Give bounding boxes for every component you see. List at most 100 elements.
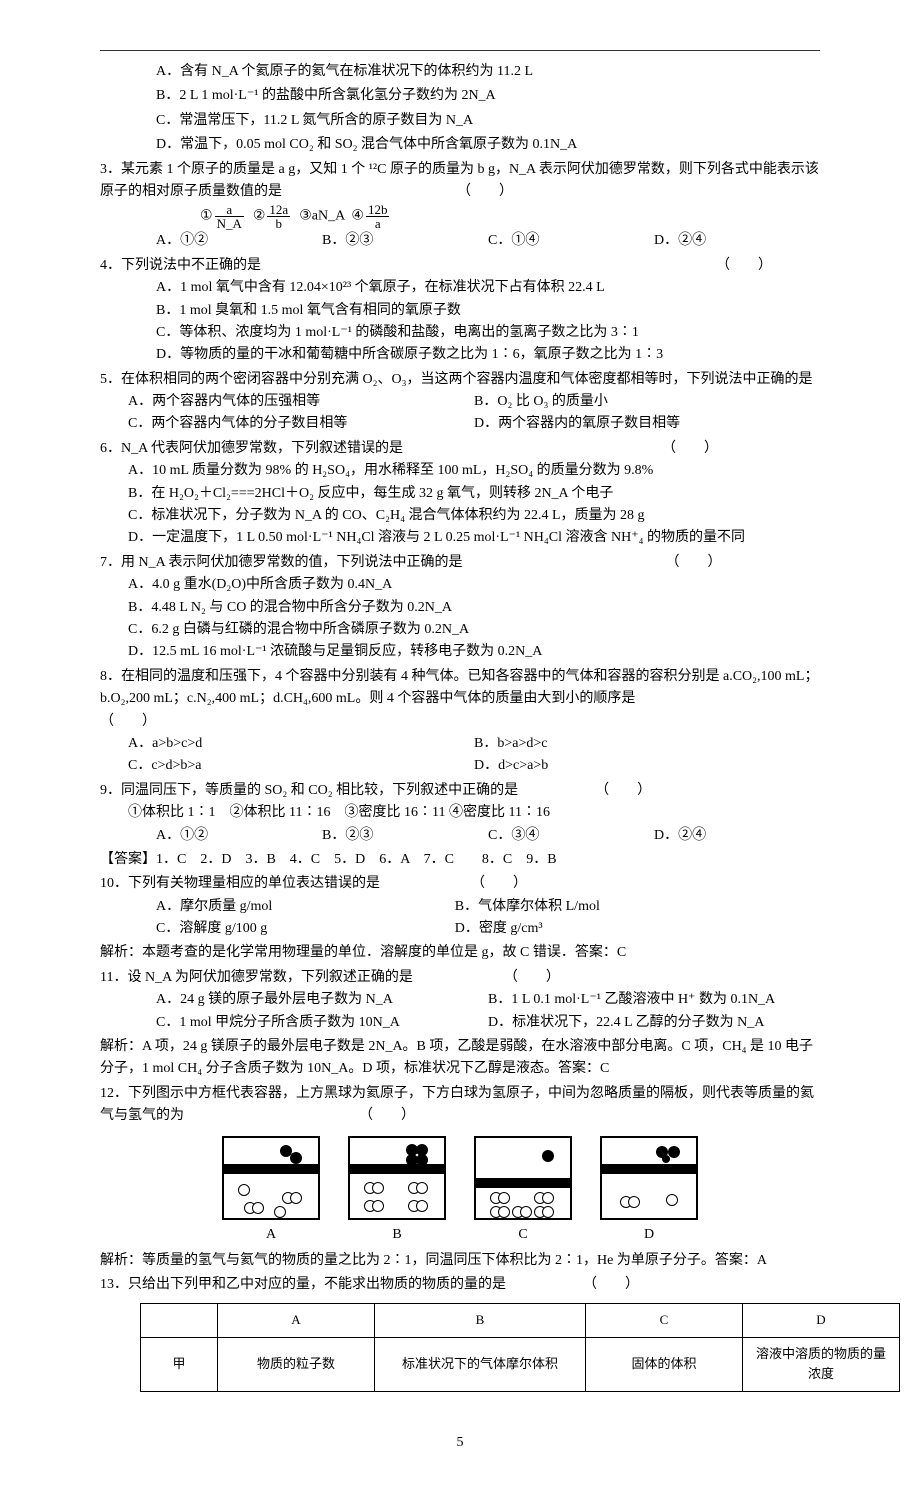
frac1: aN_A (215, 203, 244, 230)
text: A．4.0 g 重水(D₂O)中所含质子数为 0.4N_A (128, 577, 392, 592)
table-row: 甲 物质的粒子数 标准状况下的气体摩尔体积 固体的体积 溶液中溶质的物质的量浓度 (141, 1337, 900, 1392)
q4-c: C．等体积、浓度均为 1 mol·L⁻¹ 的磷酸和盐酸，电离出的氢离子数之比为 … (100, 322, 820, 344)
q2-option-b: B．2 L 1 mol·L⁻¹ 的盐酸中所含氯化氢分子数约为 2N_A (100, 85, 820, 107)
q10-c: C．溶解度 g/100 g (156, 918, 455, 940)
item3: ③aN_A (299, 209, 344, 224)
text: 10．下列有关物理量相应的单位表达错误的是 （ ） (100, 876, 527, 891)
text: C．标准状况下，分子数为 N_A 的 CO、C₂H₄ 混合气体体积约为 22.4… (128, 508, 645, 523)
q9-line2: ①体积比 1∶1 ②体积比 11∶16 ③密度比 16∶11 ④密度比 11∶1… (100, 802, 820, 824)
q9-stem: 9．同温同压下，等质量的 SO₂ 和 CO₂ 相比较，下列叙述中正确的是 （ ） (100, 780, 820, 802)
top-rule (100, 50, 820, 51)
q2-option-d: D．常温下，0.05 mol CO₂ 和 SO₂ 混合气体中所含氧原子数为 0.… (100, 134, 820, 156)
text: C．等体积、浓度均为 1 mol·L⁻¹ 的磷酸和盐酸，电离出的氢离子数之比为 … (156, 325, 639, 340)
den: b (267, 217, 290, 230)
diagram-a: A (222, 1136, 320, 1246)
text: B．4.48 L N₂ 与 CO 的混合物中所含分子数为 0.2N_A (128, 600, 452, 615)
opt-b: B．②③ (322, 825, 488, 847)
th-c: C (586, 1303, 743, 1337)
frac2: 12ab (267, 203, 290, 230)
q12-stem: 12．下列图示中方框代表容器，上方黑球为氦原子，下方白球为氢原子，中间为忽略质量… (100, 1083, 820, 1128)
q4-a: A．1 mol 氧气中含有 12.04×10²³ 个氧原子，在标准状况下占有体积… (100, 277, 820, 299)
text: 解析：A 项，24 g 镁原子的最外层电子数是 2N_A。B 项，乙酸是弱酸，在… (100, 1039, 813, 1076)
page-number: 5 (100, 1432, 820, 1454)
q8-row1: A．a>b>c>d B．b>a>d>c (100, 733, 820, 755)
q6-d: D．一定温度下，1 L 0.50 mol·L⁻¹ NH₄Cl 溶液与 2 L 0… (100, 527, 820, 549)
q5-d: D．两个容器内的氧原子数目相等 (474, 413, 820, 435)
opt-d: D．②④ (654, 825, 820, 847)
frac4: 12ba (366, 203, 390, 230)
text: 11．设 N_A 为阿伏加德罗常数，下列叙述正确的是 （ ） (100, 970, 560, 985)
text: B．2 L 1 mol·L⁻¹ 的盐酸中所含氯化氢分子数约为 2N_A (156, 88, 496, 103)
text: 4．下列说法中不正确的是 （ ） (100, 258, 772, 273)
q3-stem: 3．某元素 1 个原子的质量是 a g，又知 1 个 ¹²C 原子的质量为 b … (100, 159, 820, 204)
q11-explain: 解析：A 项，24 g 镁原子的最外层电子数是 2N_A。B 项，乙酸是弱酸，在… (100, 1036, 820, 1081)
text: 6．N_A 代表阿伏加德罗常数，下列叙述错误的是 （ ） (100, 441, 718, 456)
q11-d: D．标准状况下，22.4 L 乙醇的分子数为 N_A (488, 1012, 820, 1034)
text: B．1 mol 臭氧和 1.5 mol 氧气含有相同的氧原子数 (156, 303, 461, 318)
den: N_A (215, 217, 244, 230)
q12-diagrams: A B C D (100, 1136, 820, 1246)
q8-c: C．c>d>b>a (128, 755, 474, 777)
text: 12．下列图示中方框代表容器，上方黑球为氦原子，下方白球为氢原子，中间为忽略质量… (100, 1086, 814, 1123)
q10-b: B．气体摩尔体积 L/mol (455, 896, 820, 918)
label4: ④ (351, 209, 364, 224)
text: A．1 mol 氧气中含有 12.04×10²³ 个氧原子，在标准状况下占有体积… (156, 280, 605, 295)
num: a (215, 203, 244, 217)
text: 7．用 N_A 表示阿伏加德罗常数的值，下列说法中正确的是 （ ） (100, 555, 721, 570)
text: 13．只给出下列甲和乙中对应的量，不能求出物质的物质的量的是 （ ） (100, 1277, 639, 1292)
text: D．等物质的量的干冰和葡萄糖中所含碳原子数之比为 1∶6，氧原子数之比为 1∶3 (156, 347, 663, 362)
diagram-b: B (348, 1136, 446, 1246)
table-head-row: A B C D (141, 1303, 900, 1337)
q5-row1: A．两个容器内气体的压强相等 B．O₂ 比 O₃ 的质量小 (100, 391, 820, 413)
num: 12a (267, 203, 290, 217)
cell-c: 固体的体积 (586, 1337, 743, 1392)
q6-c: C．标准状况下，分子数为 N_A 的 CO、C₂H₄ 混合气体体积约为 22.4… (100, 505, 820, 527)
answers-line: 【答案】1．C 2．D 3．B 4．C 5．D 6．A 7．C 8．C 9．B (100, 849, 820, 871)
q3-options: A．①② B．②③ C．①④ D．②④ (100, 230, 820, 252)
label-a: A (222, 1224, 320, 1246)
text: B．在 H₂O₂＋Cl₂===2HCl＋O₂ 反应中，每生成 32 g 氧气，则… (128, 486, 613, 501)
text: ①体积比 1∶1 ②体积比 11∶16 ③密度比 16∶11 ④密度比 11∶1… (128, 805, 550, 820)
q7-b: B．4.48 L N₂ 与 CO 的混合物中所含分子数为 0.2N_A (100, 597, 820, 619)
text: 解析：本题考查的是化学常用物理量的单位．溶解度的单位是 g，故 C 错误．答案：… (100, 945, 626, 960)
text: D．12.5 mL 16 mol·L⁻¹ 浓硫酸与足量铜反应，转移电子数为 0.… (128, 644, 542, 659)
q11-c: C．1 mol 甲烷分子所含质子数为 10N_A (156, 1012, 488, 1034)
opt-a: A．①② (156, 230, 322, 252)
text: 5．在体积相同的两个密闭容器中分别充满 O₂、O₃，当这两个容器内温度和气体密度… (100, 372, 812, 387)
cell-b: 标准状况下的气体摩尔体积 (375, 1337, 586, 1392)
th-a: A (218, 1303, 375, 1337)
q2-option-a: A．含有 N_A 个氦原子的氦气在标准状况下的体积约为 11.2 L (100, 61, 820, 83)
cell-a: 物质的粒子数 (218, 1337, 375, 1392)
th-b: B (375, 1303, 586, 1337)
q8-a: A．a>b>c>d (128, 733, 474, 755)
text: A．10 mL 质量分数为 98% 的 H₂SO₄，用水稀释至 100 mL，H… (128, 463, 653, 478)
text: C．6.2 g 白磷与红磷的混合物中所含磷原子数为 0.2N_A (128, 622, 469, 637)
label-d: D (600, 1224, 698, 1246)
q5-row2: C．两个容器内气体的分子数目相等 D．两个容器内的氧原子数目相等 (100, 413, 820, 435)
q11-stem: 11．设 N_A 为阿伏加德罗常数，下列叙述正确的是 （ ） (100, 967, 820, 989)
label1: ① (200, 209, 213, 224)
q8-stem: 8．在相同的温度和压强下，4 个容器中分别装有 4 种气体。已知各容器中的气体和… (100, 666, 820, 733)
q4-d: D．等物质的量的干冰和葡萄糖中所含碳原子数之比为 1∶6，氧原子数之比为 1∶3 (100, 344, 820, 366)
opt-c: C．①④ (488, 230, 654, 252)
text: 3．某元素 1 个原子的质量是 a g，又知 1 个 ¹²C 原子的质量为 b … (100, 162, 819, 199)
label2: ② (253, 209, 266, 224)
q10-a: A．摩尔质量 g/mol (156, 896, 455, 918)
q13-stem: 13．只给出下列甲和乙中对应的量，不能求出物质的物质的量的是 （ ） (100, 1274, 820, 1296)
opt-b: B．②③ (322, 230, 488, 252)
q6-b: B．在 H₂O₂＋Cl₂===2HCl＋O₂ 反应中，每生成 32 g 氧气，则… (100, 483, 820, 505)
q10-row2: C．溶解度 g/100 g D．密度 g/cm³ (100, 918, 820, 940)
q4-b: B．1 mol 臭氧和 1.5 mol 氧气含有相同的氧原子数 (100, 300, 820, 322)
q5-stem: 5．在体积相同的两个密闭容器中分别充满 O₂、O₃，当这两个容器内温度和气体密度… (100, 369, 820, 391)
q10-row1: A．摩尔质量 g/mol B．气体摩尔体积 L/mol (100, 896, 820, 918)
row-label: 甲 (141, 1337, 218, 1392)
label-c: C (474, 1224, 572, 1246)
q5-b: B．O₂ 比 O₃ 的质量小 (474, 391, 820, 413)
diagram-c: C (474, 1136, 572, 1246)
q11-a: A．24 g 镁的原子最外层电子数为 N_A (156, 989, 488, 1011)
num: 12b (366, 203, 390, 217)
q11-b: B．1 L 0.1 mol·L⁻¹ 乙酸溶液中 H⁺ 数为 0.1N_A (488, 989, 820, 1011)
opt-a: A．①② (156, 825, 322, 847)
th-d: D (743, 1303, 900, 1337)
q9-options: A．①② B．②③ C．③④ D．②④ (100, 825, 820, 847)
